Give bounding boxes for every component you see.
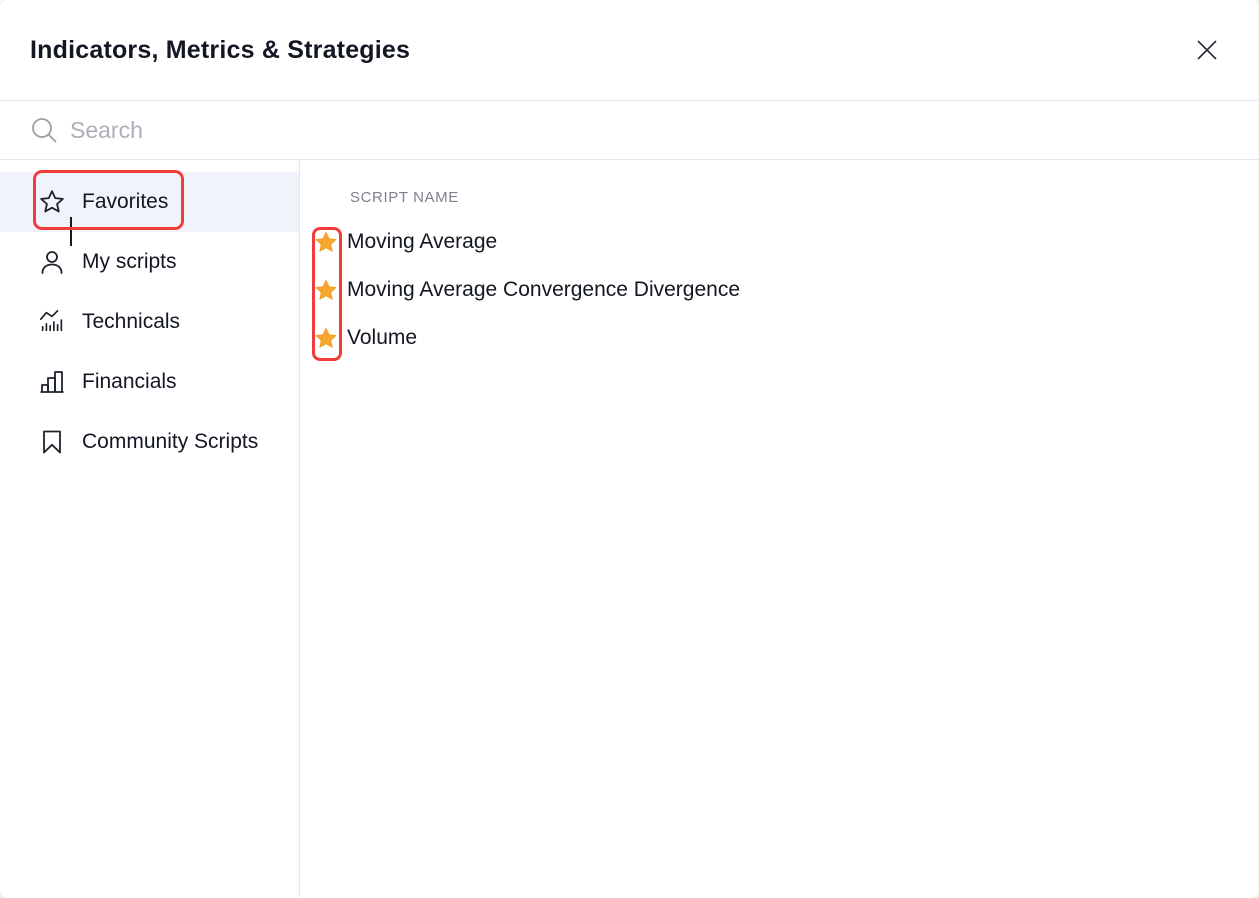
dialog-body: Favorites My scripts T bbox=[0, 160, 1259, 897]
dialog-header: Indicators, Metrics & Strategies bbox=[0, 0, 1259, 101]
sidebar-item-label: Community Scripts bbox=[82, 430, 259, 453]
bookmark-icon bbox=[38, 427, 66, 457]
bar-chart-icon bbox=[38, 367, 66, 397]
search-bar bbox=[0, 101, 1259, 246]
sidebar-item-label: Favorites bbox=[82, 190, 169, 213]
close-icon bbox=[1192, 35, 1222, 65]
sidebar-item-financials[interactable]: Financials bbox=[0, 352, 299, 412]
close-button[interactable] bbox=[1185, 28, 1229, 72]
sidebar-item-label: Financials bbox=[82, 370, 177, 393]
favorite-star-icon[interactable] bbox=[314, 230, 338, 254]
search-icon bbox=[30, 116, 58, 144]
script-name: Volume bbox=[347, 326, 418, 349]
sidebar-item-technicals[interactable]: Technicals bbox=[0, 292, 299, 352]
favorite-star-icon[interactable] bbox=[314, 278, 338, 302]
text-cursor bbox=[70, 217, 72, 246]
dialog-title: Indicators, Metrics & Strategies bbox=[30, 35, 411, 64]
search-input[interactable] bbox=[70, 110, 1229, 150]
column-header-script-name: SCRIPT NAME bbox=[350, 188, 459, 206]
script-name: Moving Average bbox=[347, 230, 498, 253]
script-row[interactable]: Moving Average bbox=[300, 218, 1259, 266]
script-row[interactable]: Moving Average Convergence Divergence bbox=[300, 266, 1259, 314]
sidebar-item-label: My scripts bbox=[82, 250, 177, 273]
script-row[interactable]: Volume bbox=[300, 314, 1259, 362]
trend-chart-icon bbox=[38, 307, 66, 337]
script-rows: Moving Average Moving Average Convergenc… bbox=[300, 218, 1259, 362]
sidebar-item-label: Technicals bbox=[82, 310, 181, 333]
sidebar-item-my-scripts[interactable]: My scripts bbox=[0, 232, 299, 292]
star-outline-icon bbox=[38, 187, 66, 217]
sidebar: Favorites My scripts T bbox=[0, 160, 300, 897]
person-icon bbox=[38, 247, 66, 277]
sidebar-item-favorites[interactable]: Favorites bbox=[0, 172, 299, 232]
sidebar-item-community-scripts[interactable]: Community Scripts bbox=[0, 412, 299, 472]
script-name: Moving Average Convergence Divergence bbox=[347, 278, 741, 301]
script-list-panel: SCRIPT NAME Moving Average bbox=[300, 160, 1259, 897]
favorite-star-icon[interactable] bbox=[314, 326, 338, 350]
